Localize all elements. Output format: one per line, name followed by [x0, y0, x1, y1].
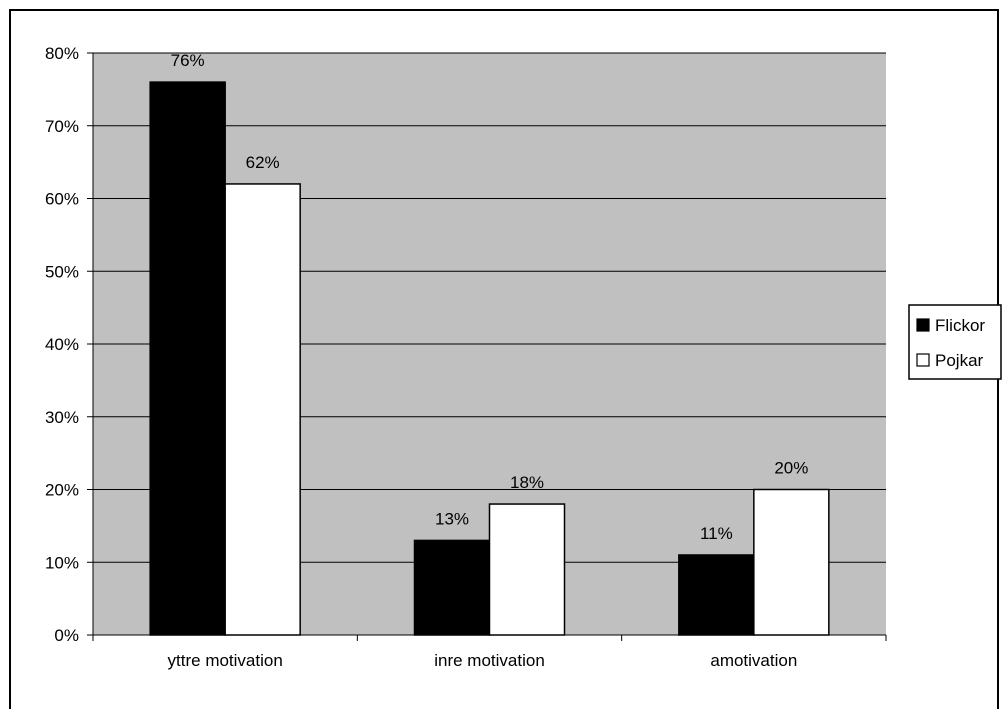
y-tick-label: 0% [54, 626, 79, 645]
y-axis: 0% 10% 20% 30% 40% 50% 60% 70% 80% [45, 44, 94, 645]
legend: Flickor Pojkar [908, 304, 1002, 380]
y-tick-label: 80% [45, 44, 79, 63]
y-tick-label: 10% [45, 553, 79, 572]
data-label-pojkar-1: 18% [510, 473, 544, 492]
data-label-pojkar-0: 62% [246, 153, 280, 172]
x-axis: yttre motivation inre motivation amotivati… [92, 634, 887, 670]
bar-pojkar-2 [753, 488, 830, 636]
bars [149, 81, 830, 636]
data-label-flickor-2: 11% [700, 524, 733, 543]
bar-pojkar-0 [224, 183, 301, 636]
legend-label-pojkar: Pojkar [935, 351, 984, 370]
data-labels: 76% 62% 13% 18% 11% 20% [171, 51, 809, 543]
bar-pojkar-1 [488, 503, 566, 636]
x-tick-label: inre motivation [434, 651, 545, 670]
data-label-pojkar-2: 20% [774, 459, 808, 478]
bar-flickor-0 [149, 81, 226, 636]
x-tick-label: amotivation [710, 651, 797, 670]
data-label-flickor-0: 76% [171, 51, 205, 70]
bar-flickor-2 [678, 554, 755, 636]
y-tick-label: 20% [45, 481, 79, 500]
y-tick-label: 40% [45, 335, 79, 354]
y-tick-label: 30% [45, 408, 79, 427]
y-tick-label: 70% [45, 117, 79, 136]
data-label-flickor-1: 13% [435, 509, 469, 528]
x-tick-label: yttre motivation [168, 651, 283, 670]
legend-swatch-flickor [916, 318, 930, 332]
bar-flickor-1 [413, 539, 491, 636]
y-tick-label: 60% [45, 190, 79, 209]
legend-swatch-pojkar [916, 353, 930, 367]
legend-label-flickor: Flickor [935, 316, 985, 335]
y-tick-label: 50% [45, 262, 79, 281]
legend-box [908, 304, 1002, 380]
